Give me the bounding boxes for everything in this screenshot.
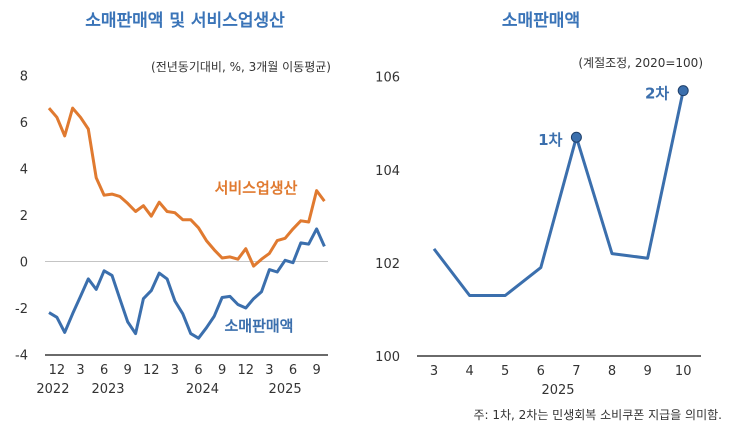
y-tick-label: 104 (375, 164, 400, 179)
year-label: 2023 (91, 382, 124, 397)
x-tick-label: 7 (572, 364, 580, 379)
y-tick-label: -2 (15, 302, 28, 317)
x-tick-label: 3 (171, 363, 179, 378)
x-tick-label: 3 (265, 363, 273, 378)
stimulus-label: 1차 (538, 131, 562, 149)
y-tick-label: 0 (20, 256, 28, 271)
y-tick-label: -4 (15, 349, 28, 364)
retail-sales-index-line (432, 90, 685, 297)
x-tick-label: 8 (608, 364, 616, 379)
x-tick-label: 4 (465, 364, 473, 379)
service-production-line (47, 106, 326, 268)
service-production-label: 서비스업생산 (215, 179, 298, 197)
year-label: 2025 (269, 382, 302, 397)
x-tick-label: 9 (643, 364, 651, 379)
y-tick-label: 6 (20, 116, 28, 131)
x-tick-label: 3 (430, 364, 438, 379)
x-tick-label: 9 (124, 363, 132, 378)
stimulus-label: 2차 (645, 85, 669, 103)
retail-sales-label: 소매판매액 (224, 317, 293, 335)
retail-sales-line (48, 227, 326, 340)
x-tick-label: 12 (237, 363, 254, 378)
left-chart-title: 소매판매액 및 서비스업생산 (85, 11, 285, 31)
right-chart-title: 소매판매액 (502, 11, 580, 31)
x-tick-label: 6 (289, 363, 297, 378)
year-label: 2025 (541, 383, 574, 398)
stimulus-marker (677, 85, 689, 97)
y-tick-label: 2 (20, 209, 28, 224)
y-tick-label: 100 (375, 350, 400, 365)
y-tick-label: 8 (20, 70, 28, 85)
y-tick-label: 102 (375, 257, 400, 272)
year-label: 2024 (186, 382, 219, 397)
x-tick-label: 12 (49, 363, 66, 378)
year-label: 2022 (36, 382, 69, 397)
y-tick-label: 106 (375, 71, 400, 86)
x-tick-label: 10 (675, 364, 692, 379)
x-tick-label: 5 (501, 364, 509, 379)
left-chart-unit: (전년동기대비, %, 3개월 이동평균) (151, 60, 331, 74)
x-tick-label: 6 (194, 363, 202, 378)
footnote: 주: 1차, 2차는 민생회복 소비쿠폰 지급을 의미함. (473, 408, 722, 422)
stimulus-marker (570, 131, 582, 143)
y-tick-label: 4 (20, 163, 28, 178)
x-tick-label: 3 (76, 363, 84, 378)
x-tick-label: 12 (143, 363, 160, 378)
x-tick-label: 6 (537, 364, 545, 379)
x-tick-label: 9 (218, 363, 226, 378)
x-tick-label: 9 (312, 363, 320, 378)
right-chart-unit: (계절조정, 2020=100) (578, 56, 703, 70)
x-tick-label: 6 (100, 363, 108, 378)
